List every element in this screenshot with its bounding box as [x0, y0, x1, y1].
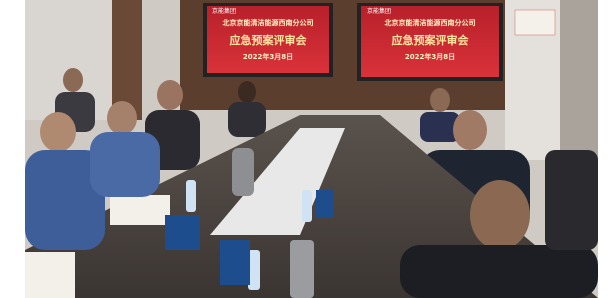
screen-logo: 京能集团	[212, 7, 236, 15]
screen-date: 2022年3月8日	[243, 52, 293, 61]
screen-logo: 京能集团	[367, 7, 391, 15]
bottle	[302, 190, 312, 222]
screen-organization: 北京京能清洁能源西南分公司	[223, 18, 314, 27]
name-plate	[316, 190, 334, 218]
papers	[25, 252, 75, 298]
photo: 京能集团 北京京能清洁能源西南分公司 应急预案评审会 2022年3月8日 京能集…	[0, 0, 610, 298]
screen-date: 2022年3月8日	[405, 52, 455, 61]
curtain	[560, 0, 598, 170]
kettle	[232, 148, 254, 196]
papers	[110, 195, 170, 225]
screen-organization: 北京京能清洁能源西南分公司	[385, 18, 476, 27]
screen-title: 应急预案评审会	[392, 33, 470, 47]
name-plate	[165, 215, 200, 250]
screen-title: 应急预案评审会	[230, 33, 308, 47]
thermos	[290, 240, 314, 298]
name-plate	[220, 240, 250, 285]
bottle	[186, 180, 196, 212]
wall-sign	[515, 10, 555, 35]
